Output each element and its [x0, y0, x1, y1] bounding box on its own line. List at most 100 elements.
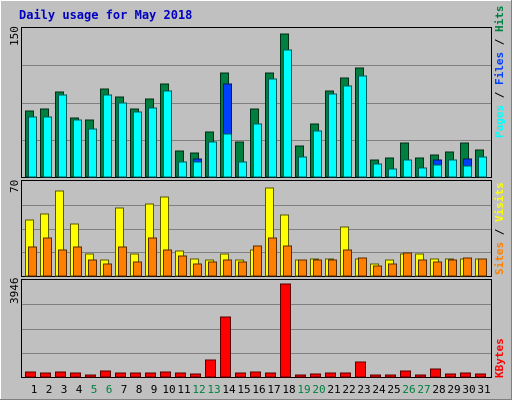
kbytes-bar-day-28	[430, 368, 441, 378]
legend-visits: Visits	[493, 182, 506, 222]
day-label-5: 5	[91, 383, 98, 396]
pages-bar-day-14	[223, 133, 232, 178]
kbytes-bar-day-16	[250, 371, 261, 378]
kbytes-bar-day-9	[145, 372, 156, 378]
sites-bar-day-14	[223, 259, 232, 277]
legend-files: Files	[493, 52, 506, 85]
day-label-23: 23	[357, 383, 370, 396]
kbytes-bar-day-3	[55, 371, 66, 378]
day-label-7: 7	[121, 383, 128, 396]
day-label-2: 2	[46, 383, 53, 396]
kbytes-bar-day-20	[310, 373, 321, 378]
day-label-11: 11	[177, 383, 190, 396]
kbytes-bar-day-19	[295, 374, 306, 378]
day-label-27: 27	[417, 383, 430, 396]
day-label-10: 10	[162, 383, 175, 396]
pages-bar-day-2	[43, 116, 52, 178]
kbytes-bar-day-15	[235, 372, 246, 378]
kbytes-bar-day-2	[40, 372, 51, 378]
kbytes-bar-day-4	[70, 372, 81, 378]
sites-bar-day-1	[28, 246, 37, 277]
sites-bar-day-22	[343, 249, 352, 277]
panel-kbytes-frame	[21, 279, 492, 378]
sites-bar-day-29	[448, 259, 457, 277]
pages-bar-day-30	[463, 165, 472, 178]
pages-bar-day-26	[403, 159, 412, 178]
pages-bar-day-25	[388, 168, 397, 178]
day-label-8: 8	[136, 383, 143, 396]
legend-kbytes: KBytes	[493, 338, 506, 378]
legend-sep-3: /	[493, 222, 506, 242]
kbytes-bar-day-18	[280, 283, 291, 378]
kbytes-bar-day-23	[355, 361, 366, 378]
sites-bar-day-15	[238, 261, 247, 277]
pages-bar-day-3	[58, 94, 67, 178]
day-label-3: 3	[61, 383, 68, 396]
day-label-4: 4	[76, 383, 83, 396]
kbytes-bar-day-14	[220, 316, 231, 378]
kbytes-bar-day-22	[340, 372, 351, 378]
day-label-28: 28	[432, 383, 445, 396]
kbytes-ymax-label: 3946	[8, 278, 21, 305]
day-label-14: 14	[222, 383, 236, 396]
kbytes-bar-day-24	[370, 374, 381, 378]
pages-bar-day-17	[268, 78, 277, 178]
sites-bar-day-5	[88, 259, 97, 277]
day-label-15: 15	[237, 383, 250, 396]
pages-bar-day-13	[208, 141, 217, 178]
kbytes-bar-day-10	[160, 371, 171, 378]
pages-bar-day-29	[448, 159, 457, 178]
pages-bar-day-16	[253, 123, 262, 178]
sites-bar-day-27	[418, 259, 427, 277]
sites-bar-day-25	[388, 263, 397, 277]
chart-title: Daily usage for May 2018	[19, 8, 192, 22]
legend-kbytes-label: KBytes	[493, 338, 506, 378]
sites-bar-day-13	[208, 261, 217, 277]
pages-bar-day-1	[28, 116, 37, 178]
day-label-22: 22	[342, 383, 355, 396]
legend-hits: Hits	[493, 6, 506, 33]
sites-bar-day-21	[328, 259, 337, 277]
visits-ymax-label: 70	[8, 180, 21, 193]
legend-hits-files-pages: Pages / Files / Hits	[493, 6, 506, 139]
sites-bar-day-4	[73, 246, 82, 277]
x-axis-day-labels: 1 2 3 4 5 6 7 8 9 10 11 12 13 14 15 16 17 18 19 20 21 22 23 24 2…	[31, 383, 491, 396]
pages-bar-day-5	[88, 128, 97, 178]
pages-bar-day-11	[178, 161, 187, 178]
kbytes-bar-day-21	[325, 372, 336, 378]
pages-bar-day-8	[133, 111, 142, 178]
sites-bar-day-18	[283, 245, 292, 277]
sites-bar-day-26	[403, 252, 412, 277]
legend-sep-2: /	[493, 32, 506, 52]
sites-bar-day-7	[118, 246, 127, 277]
legend-visits-sites: Sites / Visits	[493, 182, 506, 275]
pages-bar-day-24	[373, 163, 382, 178]
bars	[25, 33, 487, 378]
pages-bar-day-7	[118, 102, 127, 178]
day-label-16: 16	[252, 383, 265, 396]
pages-bar-day-23	[358, 75, 367, 178]
sites-bar-day-12	[193, 263, 202, 277]
sites-bar-day-30	[463, 257, 472, 277]
kbytes-bar-day-31	[475, 373, 486, 378]
pages-bar-day-22	[343, 85, 352, 178]
day-label-21: 21	[327, 383, 340, 396]
kbytes-bar-day-11	[175, 372, 186, 378]
sites-bar-day-23	[358, 257, 367, 277]
hits-ymax-label: 150	[8, 26, 21, 46]
sites-bar-day-3	[58, 249, 67, 277]
sites-bar-day-28	[433, 261, 442, 277]
kbytes-bar-day-26	[400, 370, 411, 378]
day-label-30: 30	[462, 383, 475, 396]
kbytes-bar-day-8	[130, 372, 141, 378]
day-label-12: 12	[192, 383, 205, 396]
pages-bar-day-15	[238, 161, 247, 178]
sites-bar-day-2	[43, 237, 52, 277]
kbytes-bar-day-1	[25, 371, 36, 378]
pages-bar-day-6	[103, 94, 112, 178]
pages-bar-day-12	[193, 161, 202, 178]
day-label-29: 29	[447, 383, 460, 396]
pages-bar-day-9	[148, 107, 157, 178]
day-label-26: 26	[402, 383, 415, 396]
